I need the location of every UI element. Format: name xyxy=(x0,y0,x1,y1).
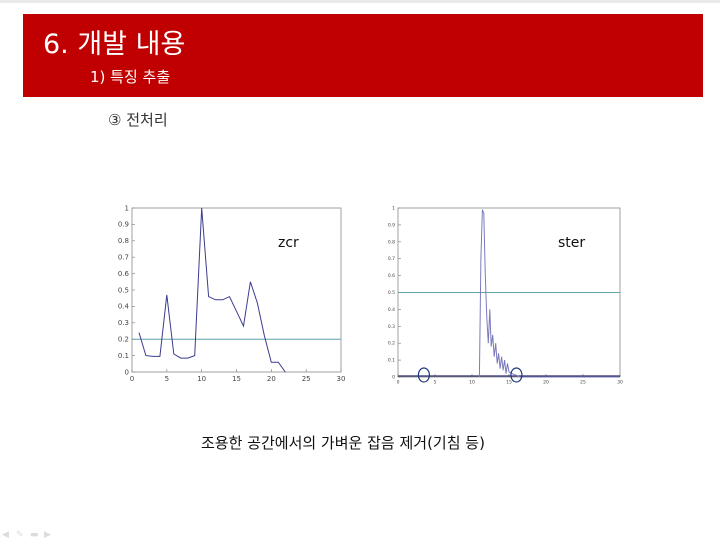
y-tick-label: 0 xyxy=(392,375,395,381)
x-tick-label: 0 xyxy=(130,375,134,383)
y-tick-label: 0.2 xyxy=(388,341,395,347)
y-tick-label: 0.6 xyxy=(388,273,395,279)
slide-nav-controls: ◀ ✎ ▬ ▶ xyxy=(2,531,55,540)
y-tick-label: 0.1 xyxy=(388,358,395,364)
y-tick-label: 0.5 xyxy=(118,286,129,294)
slide-title: 6. 개발 내용 xyxy=(43,29,186,60)
pen-icon[interactable]: ✎ xyxy=(16,530,24,540)
y-tick-label: 0.4 xyxy=(118,303,130,311)
y-tick-label: 1 xyxy=(392,206,395,212)
x-tick-label: 15 xyxy=(232,375,241,383)
x-tick-label: 30 xyxy=(617,380,623,386)
highlight-circle xyxy=(417,367,431,383)
y-tick-label: 0.9 xyxy=(388,222,395,228)
x-tick-label: 25 xyxy=(580,380,586,386)
x-tick-label: 30 xyxy=(337,375,346,383)
y-tick-label: 0.8 xyxy=(118,237,129,245)
x-tick-label: 10 xyxy=(469,380,475,386)
y-tick-label: 1 xyxy=(125,204,129,212)
y-tick-label: 0.3 xyxy=(118,319,129,327)
slide-top-border xyxy=(0,0,720,3)
x-tick-label: 25 xyxy=(302,375,311,383)
x-tick-label: 20 xyxy=(543,380,549,386)
section-heading: ③ 전처리 xyxy=(108,111,168,129)
y-tick-label: 0.7 xyxy=(118,254,129,262)
x-tick-label: 15 xyxy=(506,380,512,386)
slide-caption: 조용한 공간에서의 가벼운 잡음 제거(기침 등) xyxy=(201,434,485,452)
y-tick-label: 0.2 xyxy=(118,336,129,344)
zcr-chart: 0 5 10 15 20 25 30 0 0.1 0.2 0.3 0.4 0.5 0.6 0.7 0.8 0.9… xyxy=(110,202,350,390)
x-tick-label: 5 xyxy=(434,380,437,386)
x-tick-label: 10 xyxy=(197,375,206,383)
y-tick-label: 0.4 xyxy=(388,307,395,313)
chart-svg: 0 5 10 15 20 25 30 0 0.1 0.2 0.3 0.4 0.5 0.6 0.7 0.8 0.9… xyxy=(388,206,623,386)
y-tick-label: 0.7 xyxy=(388,256,395,262)
y-tick-label: 0 xyxy=(125,368,129,376)
chart-svg: 0 5 10 15 20 25 30 0 0.1 0.2 0.3 0.4 0.5 0.6 0.7 0.8 0.9… xyxy=(118,204,346,383)
highlight-circle xyxy=(510,367,523,383)
slide-subtitle: 1) 특징 추출 xyxy=(90,68,171,86)
series-line xyxy=(138,207,286,373)
next-arrow-icon[interactable]: ▶ xyxy=(44,530,51,540)
y-tick-label: 0.9 xyxy=(118,221,129,229)
menu-icon[interactable]: ▬ xyxy=(30,530,39,540)
slide-header-banner: 6. 개발 내용 1) 특징 추출 xyxy=(23,14,703,97)
y-tick-label: 0.8 xyxy=(388,239,395,245)
y-tick-label: 0.5 xyxy=(388,290,395,296)
x-tick-label: 5 xyxy=(165,375,169,383)
series-label: zcr xyxy=(278,235,299,251)
y-tick-label: 0.6 xyxy=(118,270,130,278)
previous-arrow-icon[interactable]: ◀ xyxy=(2,530,9,540)
series-label: ster xyxy=(558,235,585,251)
y-tick-label: 0.3 xyxy=(388,324,395,330)
x-tick-label: 20 xyxy=(267,375,276,383)
plot-frame xyxy=(131,207,342,373)
ster-chart: 0 5 10 15 20 25 30 0 0.1 0.2 0.3 0.4 0.5 0.6 0.7 0.8 0.9… xyxy=(386,202,626,390)
y-tick-label: 0.1 xyxy=(118,352,129,360)
x-tick-label: 0 xyxy=(397,380,400,386)
